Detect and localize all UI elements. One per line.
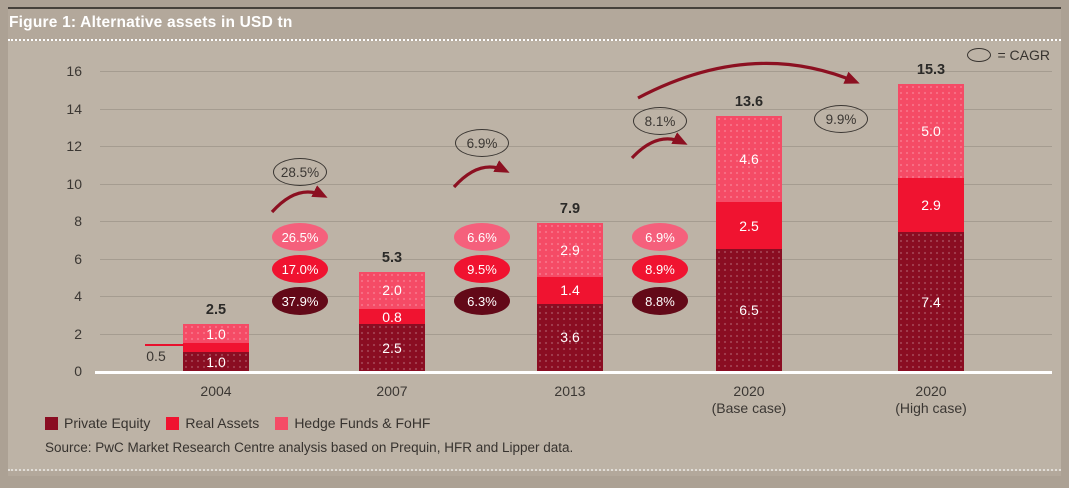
legend-label: Hedge Funds & FoHF	[294, 415, 431, 431]
bar-segment-value: 0.8	[382, 308, 402, 325]
y-tick-label-0: 0	[74, 363, 82, 379]
cagr-ellipse-icon	[967, 48, 992, 62]
bar-2020-base-segment-private-equity: 6.5	[716, 249, 782, 371]
x-axis-label-2007: 2007	[376, 383, 408, 399]
callout-leader-line	[145, 343, 184, 347]
bar-segment-value: 1.4	[560, 282, 580, 299]
legend-swatch	[275, 416, 289, 430]
x-axis-baseline	[95, 371, 1052, 374]
bar-2007-segment-hedge-funds-fohf: 2.0	[359, 271, 425, 310]
y-tick-label-12: 12	[66, 138, 82, 154]
y-tick-label-6: 6	[74, 250, 82, 267]
x-axis-label-2004: 2004	[200, 383, 232, 399]
y-tick-label-8: 8	[74, 213, 82, 229]
bar-2020-high-segment-hedge-funds-fohf: 5.0	[898, 84, 964, 178]
source-note: Source: PwC Market Research Centre analy…	[45, 440, 574, 455]
bar-2007-segment-private-equity: 2.5	[359, 324, 425, 371]
legend-swatch	[45, 416, 58, 430]
bar-segment-value: 6.5	[739, 302, 759, 319]
cagr-oval-private_equity-0: 37.9%	[272, 287, 328, 315]
bar-2020-high-segment-private-equity: 7.4	[898, 232, 964, 371]
bar-segment-value: 3.6	[560, 329, 580, 346]
legend-item-hedge-funds-fohf: Hedge Funds & FoHF	[275, 415, 430, 431]
gridline-12	[100, 146, 1052, 147]
bar-total-2004: 2.5	[205, 302, 227, 319]
x-axis-label-2020-base: 2020	[733, 383, 765, 399]
x-axis-label-2020-high: 2020	[915, 383, 947, 399]
y-tick-label-4: 4	[74, 288, 82, 304]
bar-total-2013: 7.9	[559, 200, 581, 217]
bar-total-2007: 5.3	[381, 249, 403, 266]
cagr-oval-total-3: 9.9%	[814, 105, 868, 133]
cagr-oval-real_assets-1: 9.5%	[454, 255, 510, 283]
cagr-note-label: = CAGR	[997, 47, 1050, 63]
y-tick-label-16: 16	[66, 63, 82, 79]
bar-2004-segment-real-assets	[183, 342, 249, 353]
bar-2020-high-segment-real-assets: 2.9	[898, 177, 964, 233]
legend-label: Private Equity	[64, 415, 151, 431]
cagr-oval-hedge_funds-2: 6.9%	[632, 223, 688, 251]
bar-2013-segment-hedge-funds-fohf: 2.9	[537, 222, 603, 278]
bar-2013-segment-real-assets: 1.4	[537, 277, 603, 304]
legend-item-real-assets: Real Assets	[166, 415, 259, 431]
chart-legend: Private Equity Real Assets Hedge Funds & F…	[45, 415, 430, 431]
cagr-oval-hedge_funds-0: 26.5%	[272, 223, 328, 251]
cagr-oval-total-2: 8.1%	[633, 107, 687, 135]
bar-segment-value: 2.0	[382, 282, 402, 299]
gridline-14	[100, 108, 1052, 110]
bar-segment-value: 2.9	[560, 242, 580, 259]
cagr-oval-private_equity-2: 8.8%	[632, 287, 688, 315]
bar-2007-segment-real-assets: 0.8	[359, 308, 425, 325]
bar-2013-segment-private-equity: 3.6	[537, 303, 603, 371]
figure-top-rule	[8, 7, 1061, 9]
x-axis-label-2020-high-line2: (High case)	[895, 400, 967, 416]
bar-segment-value: 1.0	[206, 325, 226, 342]
y-tick-label-14: 14	[66, 100, 82, 117]
bar-total-2020-base: 13.6	[734, 94, 764, 110]
figure-title: Figure 1: Alternative assets in USD tn	[9, 14, 293, 31]
cagr-oval-hedge_funds-1: 6.6%	[454, 223, 510, 251]
bar-segment-value: 1.0	[206, 353, 226, 370]
legend-item-private-equity: Private Equity	[45, 415, 150, 431]
cagr-oval-real_assets-0: 17.0%	[272, 255, 328, 283]
y-tick-label-10: 10	[66, 175, 82, 192]
bar-2004-segment-private-equity: 1.0	[183, 352, 249, 371]
gridline-8	[100, 221, 1052, 222]
chart-panel-background	[8, 41, 1061, 471]
bar-2004-segment-hedge-funds-fohf: 1.0	[183, 324, 249, 343]
bar-segment-value: 7.4	[921, 293, 941, 310]
cagr-oval-real_assets-2: 8.9%	[632, 255, 688, 283]
bar-2020-base-segment-hedge-funds-fohf: 4.6	[716, 116, 782, 203]
cagr-legend-note: = CAGR	[967, 47, 1050, 63]
bar-segment-value: 2.5	[739, 217, 759, 234]
legend-label: Real Assets	[185, 415, 260, 431]
x-axis-label-2013: 2013	[554, 383, 586, 399]
gridline-10	[100, 183, 1052, 185]
bar-2020-base-segment-real-assets: 2.5	[716, 202, 782, 250]
legend-swatch	[166, 416, 180, 430]
bar-segment-value: 2.5	[382, 339, 402, 356]
bar-segment-value: 4.6	[739, 151, 759, 168]
cagr-oval-total-0: 28.5%	[273, 158, 327, 186]
callout-value-label: 0.5	[146, 347, 166, 364]
gridline-16	[100, 71, 1052, 72]
cagr-oval-total-1: 6.9%	[455, 129, 509, 157]
bar-segment-value: 5.0	[921, 123, 941, 139]
header-dotted-divider	[8, 39, 1061, 41]
y-tick-label-2: 2	[74, 325, 82, 342]
bar-total-2020-high: 15.3	[916, 62, 946, 79]
x-axis-label-2020-base-line2: (Base case)	[711, 400, 787, 416]
cagr-oval-private_equity-1: 6.3%	[454, 287, 510, 315]
bar-segment-value: 2.9	[921, 197, 941, 214]
